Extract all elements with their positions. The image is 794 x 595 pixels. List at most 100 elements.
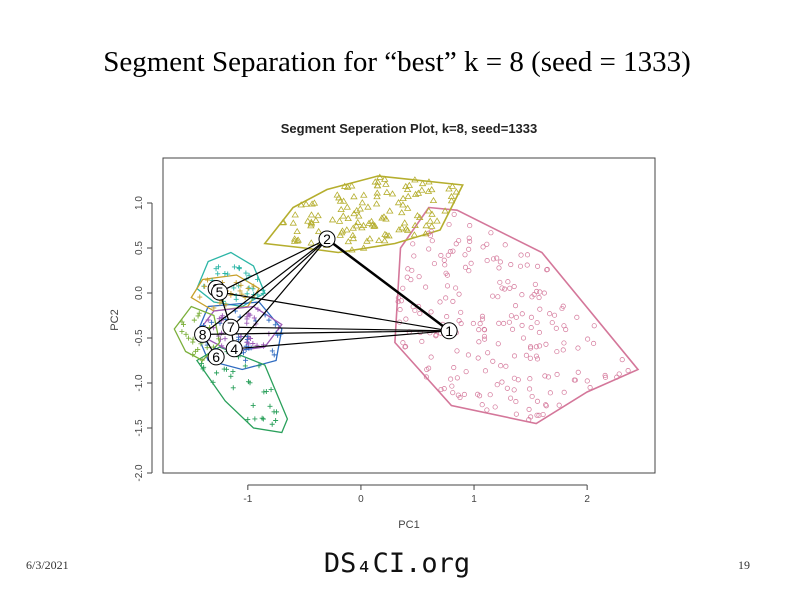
data-point: [428, 222, 436, 229]
data-point: [269, 421, 275, 427]
data-point: [402, 225, 410, 232]
cluster-hulls: [173, 175, 640, 434]
data-point: [528, 344, 534, 350]
data-point: [411, 221, 419, 229]
data-point: [231, 264, 237, 270]
data-point: [395, 226, 403, 233]
data-point: [245, 416, 251, 422]
data-point: [535, 263, 541, 269]
data-point: [251, 315, 257, 321]
data-point: [260, 416, 266, 422]
data-point: [400, 219, 409, 226]
data-point: [511, 375, 517, 381]
data-point: [429, 196, 438, 204]
link-2-5: [219, 238, 328, 293]
data-point: [428, 309, 434, 315]
data-point: [519, 322, 525, 328]
data-point: [518, 252, 524, 258]
data-point: [506, 319, 512, 325]
data-point: [524, 252, 531, 258]
data-point: [216, 316, 222, 322]
data-point: [485, 350, 491, 356]
data-point: [343, 203, 351, 210]
data-point: [350, 193, 358, 200]
data-point: [529, 393, 535, 400]
data-point: [417, 310, 423, 316]
data-point: [373, 189, 381, 196]
data-point: [560, 347, 566, 353]
data-point: [536, 294, 542, 301]
data-point: [215, 264, 221, 270]
data-point: [452, 188, 461, 195]
data-point: [368, 221, 377, 228]
data-point: [255, 276, 261, 282]
data-point: [497, 259, 503, 265]
data-point: [619, 357, 625, 363]
data-point: [584, 378, 590, 384]
data-point: [443, 295, 449, 301]
data-point: [454, 348, 460, 354]
link-2-7: [230, 238, 328, 328]
data-point: [216, 336, 222, 342]
data-point: [541, 290, 547, 296]
data-point: [537, 289, 543, 295]
chart-title: Segment Seperation Plot, k=8, seed=1333: [280, 121, 538, 136]
data-point: [487, 392, 493, 398]
data-point: [542, 373, 548, 379]
data-point: [200, 366, 206, 372]
data-point: [339, 212, 347, 219]
data-point: [455, 392, 461, 398]
data-point: [511, 283, 517, 290]
data-point: [490, 358, 496, 364]
data-point: [419, 338, 425, 344]
data-point: [217, 300, 223, 306]
data-point: [413, 212, 422, 219]
y-tick-label: 0.0: [134, 286, 145, 300]
data-point: [238, 282, 244, 288]
data-point: [563, 327, 569, 333]
data-point: [403, 343, 409, 350]
data-point: [410, 231, 419, 238]
data-point: [547, 390, 553, 396]
data-point: [509, 326, 516, 332]
x-axis-label: PC1: [398, 519, 419, 531]
y-tick-label: -2.0: [134, 464, 145, 482]
data-point: [190, 352, 196, 358]
data-point: [502, 242, 508, 248]
data-point: [441, 257, 447, 263]
data-point: [503, 363, 509, 369]
data-point: [537, 306, 543, 312]
x-tick-label: 1: [471, 494, 477, 505]
data-point: [358, 199, 367, 206]
data-point: [553, 325, 559, 331]
data-point: [424, 187, 433, 194]
data-point: [447, 192, 456, 200]
data-point: [247, 312, 253, 318]
cluster-hull-8: [173, 305, 221, 362]
data-point: [307, 239, 315, 246]
data-point: [350, 210, 358, 217]
cluster-links: [202, 238, 450, 358]
data-point: [402, 344, 408, 350]
data-point: [307, 222, 315, 229]
data-point: [428, 185, 436, 193]
data-point: [269, 348, 275, 354]
data-point: [587, 385, 593, 391]
data-point: [411, 176, 419, 183]
data-point: [544, 266, 550, 272]
data-point: [195, 346, 201, 352]
data-point: [484, 407, 490, 413]
data-point: [202, 283, 208, 289]
data-point: [248, 336, 254, 342]
data-point: [498, 363, 504, 369]
data-point: [219, 343, 225, 349]
data-point: [231, 285, 237, 291]
data-point: [444, 283, 451, 289]
data-point: [304, 217, 312, 224]
data-point: [504, 385, 510, 391]
data-point: [293, 227, 301, 235]
data-point: [429, 238, 435, 244]
data-point: [378, 214, 386, 221]
data-point: [255, 306, 261, 312]
data-point: [403, 226, 412, 233]
